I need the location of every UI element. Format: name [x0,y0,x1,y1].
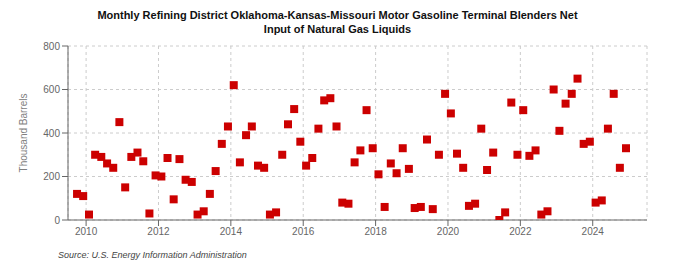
svg-text:Thousand Barrels: Thousand Barrels [18,94,29,173]
html-text:Monthly Refining District Okla: Monthly Refining District Oklahoma-Kansa… [97,9,578,21]
svg-text:800: 800 [43,41,60,52]
svg-text:2012: 2012 [147,226,170,237]
svg-text:600: 600 [43,84,60,95]
svg-text:2018: 2018 [364,226,387,237]
svg-text:2024: 2024 [582,226,605,237]
svg-text:400: 400 [43,128,60,139]
svg-text:2014: 2014 [220,226,243,237]
svg-text:200: 200 [43,171,60,182]
svg-text:2020: 2020 [437,226,460,237]
svg-text:2010: 2010 [75,226,98,237]
svg-text:0: 0 [54,215,60,226]
html-text:Source: U.S. Energy Informatio: Source: U.S. Energy Information Administ… [58,250,247,260]
svg-text:2022: 2022 [509,226,532,237]
svg-text:2016: 2016 [292,226,315,237]
html-text:Input of Natural Gas Liquids: Input of Natural Gas Liquids [263,23,412,35]
